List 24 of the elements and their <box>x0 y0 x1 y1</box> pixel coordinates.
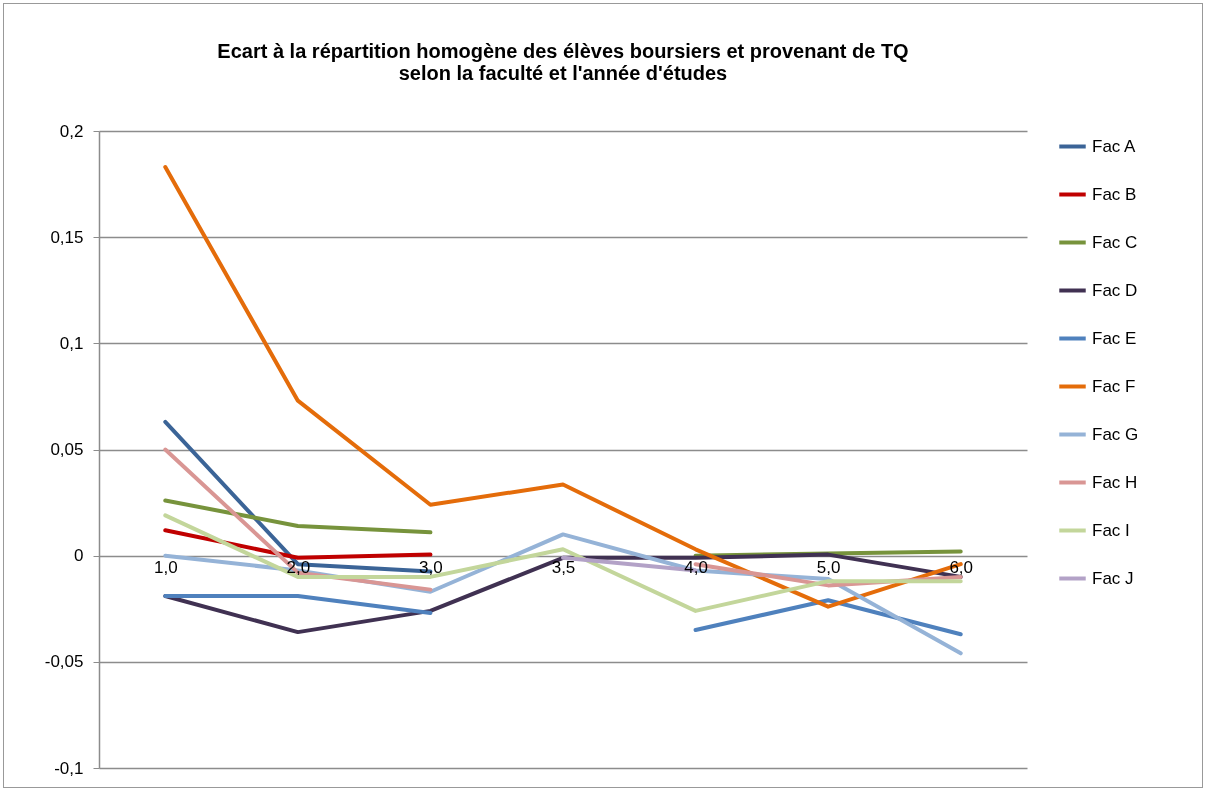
legend-label: Fac G <box>1092 424 1139 444</box>
x-tick-label: 3,5 <box>551 558 576 578</box>
y-tick-label: 0,2 <box>59 121 84 141</box>
legend-label: Fac J <box>1092 568 1134 588</box>
legend-label: Fac I <box>1092 520 1130 540</box>
y-tick-label: 0,05 <box>50 440 84 459</box>
legend-label: Fac C <box>1092 232 1138 252</box>
legend-label: Fac A <box>1092 136 1137 156</box>
legend-label: Fac E <box>1092 328 1137 348</box>
y-tick-label: 0 <box>74 546 84 566</box>
x-tick-label: 6,0 <box>949 558 974 578</box>
y-tick-label: 0,1 <box>59 333 84 353</box>
legend-label: Fac D <box>1092 280 1138 300</box>
legend-label: Fac H <box>1092 472 1138 492</box>
chart-title: Ecart à la répartition homogène des élèves boursiers et provenant de TQ selon la faculté et l'année d'études <box>217 40 909 84</box>
legend-label: Fac B <box>1092 184 1137 204</box>
legend-label: Fac F <box>1092 376 1136 396</box>
x-tick-label: 5,0 <box>816 558 841 578</box>
y-tick-label: -0,05 <box>44 652 84 672</box>
x-tick-label: 3,0 <box>419 558 443 578</box>
y-tick-label: 0,15 <box>50 227 84 247</box>
y-tick-label: -0,1 <box>54 758 84 778</box>
x-tick-label: 1,0 <box>153 558 178 578</box>
x-tick-label: 4,0 <box>684 558 708 578</box>
